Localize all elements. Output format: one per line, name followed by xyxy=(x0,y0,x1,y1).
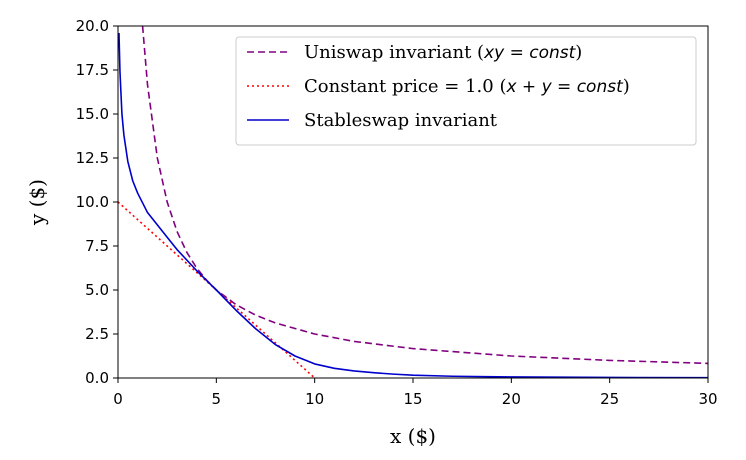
legend-items: Uniswap invariant (xy = const) Constant p… xyxy=(247,42,630,131)
legend: Uniswap invariant (xy = const) Constant p… xyxy=(235,36,697,146)
y-tick-label: 2.5 xyxy=(85,325,109,343)
legend-label-0: Uniswap invariant (xy = const) xyxy=(304,42,582,63)
x-tick-label: 15 xyxy=(403,390,422,408)
series-line-0 xyxy=(141,26,708,365)
y-tick-label: 15.0 xyxy=(76,105,109,123)
x-axis-label: x ($) xyxy=(390,424,436,448)
y-tick-label: 5.0 xyxy=(85,281,109,299)
series-line-2 xyxy=(118,33,708,378)
y-axis-label: y ($) xyxy=(25,179,49,226)
legend-box xyxy=(235,36,697,146)
y-tick-label: 20.0 xyxy=(76,17,109,35)
y-tick-label: 12.5 xyxy=(76,149,109,167)
legend-label-1: Constant price = 1.0 (x + y = const) xyxy=(304,76,630,97)
x-tick-label: 5 xyxy=(212,390,222,408)
x-tick-label: 10 xyxy=(305,390,324,408)
x-tick-label: 20 xyxy=(502,390,521,408)
series-layer xyxy=(118,26,708,378)
x-tick-label: 30 xyxy=(698,390,717,408)
legend-label-2: Stableswap invariant xyxy=(304,110,498,131)
y-tick-label: 7.5 xyxy=(85,237,109,255)
x-tick-label: 25 xyxy=(600,390,619,408)
y-tick-label: 0.0 xyxy=(85,369,109,387)
x-tick-label: 0 xyxy=(113,390,123,408)
y-tick-label: 10.0 xyxy=(76,193,109,211)
ticks-layer: 0 5 10 15 20 25 30 0.0 2.5 5.0 7.5 10.0 12.5 15.0 17.5… xyxy=(76,17,718,408)
y-tick-label: 17.5 xyxy=(76,61,109,79)
